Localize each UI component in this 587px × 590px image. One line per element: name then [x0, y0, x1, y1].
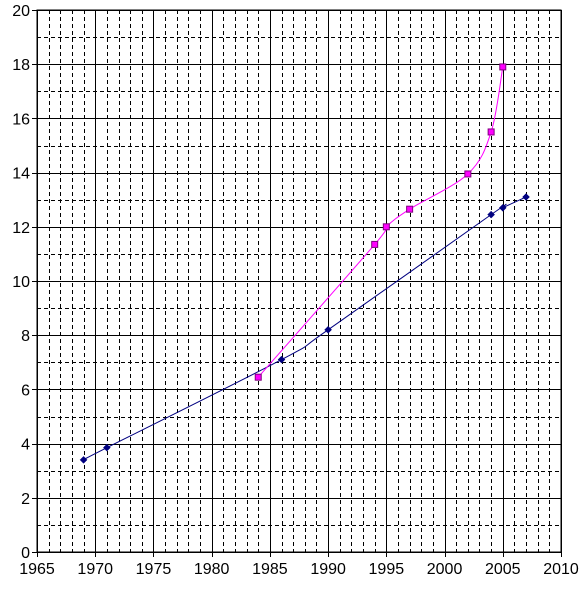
x-tick-label: 1975 — [136, 561, 172, 578]
data-point — [522, 193, 530, 201]
data-point — [277, 355, 286, 364]
y-tick-label: 10 — [12, 274, 30, 291]
data-point — [103, 443, 111, 452]
y-tick-label: 16 — [12, 111, 30, 128]
series-layer — [79, 63, 530, 464]
x-axis-labels: 1965 1970 1975 1980 1985 1990 1995 2000 2005 2010 — [19, 561, 579, 578]
y-tick-label: 14 — [12, 166, 30, 183]
data-point — [498, 203, 507, 212]
data-point — [464, 170, 472, 178]
data-point — [382, 223, 390, 231]
data-point — [371, 240, 379, 248]
y-axis-labels: 0 2 4 6 8 10 12 14 16 18 20 — [12, 3, 30, 562]
data-point — [487, 210, 495, 219]
x-tick-label: 1990 — [310, 561, 346, 578]
x-tick-label: 1970 — [77, 561, 113, 578]
x-tick-label: 2000 — [427, 561, 463, 578]
y-tick-label: 2 — [21, 491, 30, 508]
data-point — [406, 205, 414, 213]
series-2 — [254, 63, 507, 381]
x-tick-label: 1995 — [369, 561, 405, 578]
x-tick-label: 2010 — [543, 561, 579, 578]
grid — [32, 10, 562, 557]
y-tick-label: 4 — [21, 437, 30, 454]
data-point — [499, 63, 507, 71]
series-1 — [79, 193, 530, 464]
y-tick-label: 8 — [21, 328, 30, 345]
x-tick-label: 2005 — [485, 561, 521, 578]
x-tick-label: 1965 — [19, 561, 55, 578]
data-point — [79, 456, 88, 464]
x-tick-label: 1985 — [252, 561, 288, 578]
y-tick-label: 18 — [12, 57, 30, 74]
y-tick-label: 6 — [21, 382, 30, 399]
y-tick-label: 0 — [21, 545, 30, 562]
data-point — [324, 325, 332, 334]
y-tick-label: 12 — [12, 220, 30, 237]
y-tick-label: 20 — [12, 3, 30, 20]
data-point — [487, 128, 495, 136]
data-point — [254, 373, 262, 381]
x-tick-label: 1980 — [194, 561, 230, 578]
